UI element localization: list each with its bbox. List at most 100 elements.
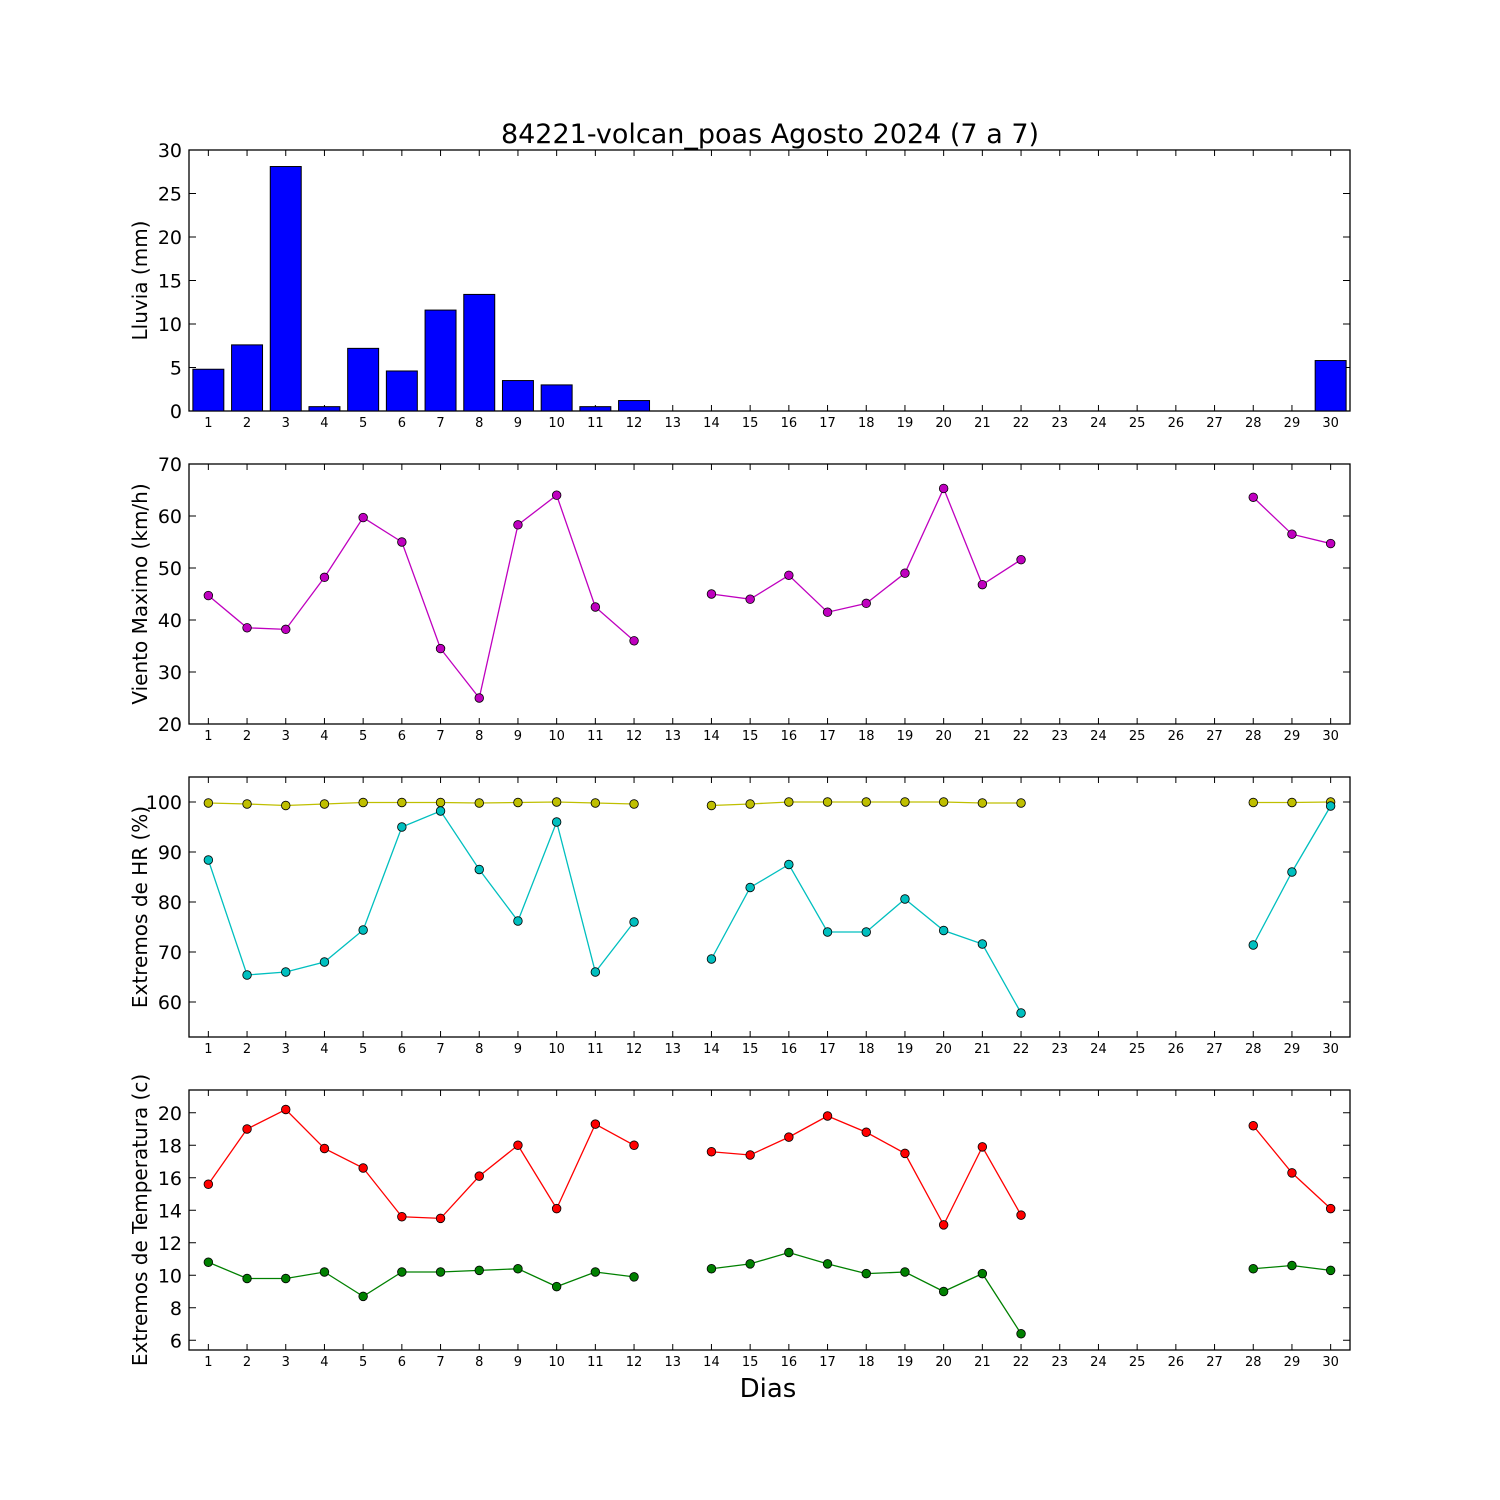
data-point — [474, 1265, 484, 1276]
data-point — [1287, 867, 1297, 877]
x-tick-label: 2 — [243, 729, 251, 744]
data-point — [977, 1268, 988, 1279]
rain-bar — [1314, 360, 1347, 412]
x-tick-label: 14 — [703, 416, 720, 431]
data-point — [977, 798, 988, 808]
x-tick-label: 8 — [475, 1355, 483, 1370]
y-tick-label: 70 — [158, 454, 182, 476]
y-tick-label: 30 — [158, 140, 182, 162]
y-tick-label: 6 — [170, 1330, 182, 1352]
data-point — [551, 490, 562, 500]
x-tick-label: 22 — [1013, 1355, 1030, 1370]
x-tick-label: 28 — [1245, 1355, 1262, 1370]
x-tick-label: 24 — [1090, 1355, 1107, 1370]
x-tick-label: 8 — [475, 416, 483, 431]
data-point — [861, 1268, 871, 1279]
x-tick-label: 27 — [1206, 1042, 1223, 1057]
data-point — [900, 568, 910, 578]
y-tick-label: 50 — [158, 558, 182, 580]
plot-frame — [188, 1089, 1351, 1351]
x-tick-label: 16 — [781, 729, 798, 744]
x-tick-label: 19 — [897, 729, 914, 744]
y-tick-label: 18 — [158, 1135, 182, 1157]
x-tick-label: 7 — [436, 729, 444, 744]
data-point — [281, 1273, 291, 1284]
x-tick-label: 14 — [703, 1042, 720, 1057]
data-point — [551, 1203, 562, 1214]
data-point — [1248, 492, 1258, 502]
data-point — [358, 797, 368, 808]
x-tick-label: 7 — [436, 1042, 444, 1057]
data-point — [590, 1267, 601, 1277]
x-tick-label: 10 — [548, 416, 565, 431]
x-tick-label: 25 — [1129, 1355, 1146, 1370]
y-axis-label: Lluvia (mm) — [128, 221, 152, 341]
y-axis-label: Extremos de HR (%) — [128, 806, 152, 1008]
x-tick-label: 13 — [664, 416, 681, 431]
x-tick-label: 21 — [974, 416, 991, 431]
data-point — [319, 799, 330, 809]
data-point — [822, 1111, 833, 1121]
data-point — [1016, 554, 1026, 565]
x-tick-label: 18 — [858, 1042, 875, 1057]
y-tick-label: 70 — [158, 942, 182, 964]
x-tick-label: 17 — [819, 729, 836, 744]
x-tick-label: 13 — [664, 1355, 681, 1370]
x-tick-label: 20 — [935, 1355, 952, 1370]
x-tick-label: 23 — [1051, 1042, 1068, 1057]
x-tick-label: 12 — [626, 1042, 643, 1057]
y-tick-label: 10 — [158, 314, 182, 336]
data-point — [784, 797, 794, 807]
rain-bar — [308, 406, 341, 412]
data-point — [784, 1132, 794, 1142]
x-tick-label: 25 — [1129, 416, 1146, 431]
data-point — [861, 1127, 871, 1137]
data-point — [203, 855, 214, 865]
x-tick-label: 21 — [974, 729, 991, 744]
data-point — [977, 579, 988, 590]
x-tick-label: 7 — [436, 416, 444, 431]
data-point — [745, 882, 755, 893]
x-tick-label: 15 — [742, 1042, 759, 1057]
data-point — [358, 1291, 368, 1302]
x-tick-label: 10 — [548, 729, 565, 744]
data-point — [1016, 1008, 1026, 1018]
data-point — [977, 1142, 988, 1152]
data-point — [358, 512, 368, 523]
chart-title: 84221-volcan_poas Agosto 2024 (7 a 7) — [501, 119, 1039, 150]
x-tick-label: 26 — [1168, 416, 1185, 431]
data-point — [784, 1247, 794, 1258]
data-point — [706, 589, 717, 599]
data-point — [938, 483, 949, 494]
x-tick-label: 4 — [320, 416, 328, 431]
data-point — [822, 797, 833, 807]
x-tick-label: 15 — [742, 1355, 759, 1370]
x-tick-label: 7 — [436, 1355, 444, 1370]
series-line — [1252, 1125, 1332, 1210]
y-tick-label: 10 — [158, 1265, 182, 1287]
data-point — [358, 1163, 368, 1173]
data-point — [513, 520, 523, 530]
x-tick-label: 5 — [359, 416, 367, 431]
rain-bar — [347, 347, 380, 412]
data-point — [551, 1281, 562, 1292]
data-point — [513, 1264, 523, 1274]
x-tick-label: 3 — [282, 729, 290, 744]
data-point — [1016, 798, 1026, 808]
x-tick-label: 24 — [1090, 416, 1107, 431]
x-tick-label: 24 — [1090, 729, 1107, 744]
x-tick-label: 6 — [398, 1355, 406, 1370]
x-tick-label: 19 — [897, 1355, 914, 1370]
x-tick-label: 22 — [1013, 416, 1030, 431]
data-point — [706, 1264, 717, 1274]
x-tick-label: 18 — [858, 416, 875, 431]
x-tick-label: 27 — [1206, 416, 1223, 431]
data-point — [745, 594, 755, 604]
data-point — [397, 797, 407, 808]
x-tick-label: 1 — [204, 729, 212, 744]
data-point — [1248, 940, 1258, 950]
